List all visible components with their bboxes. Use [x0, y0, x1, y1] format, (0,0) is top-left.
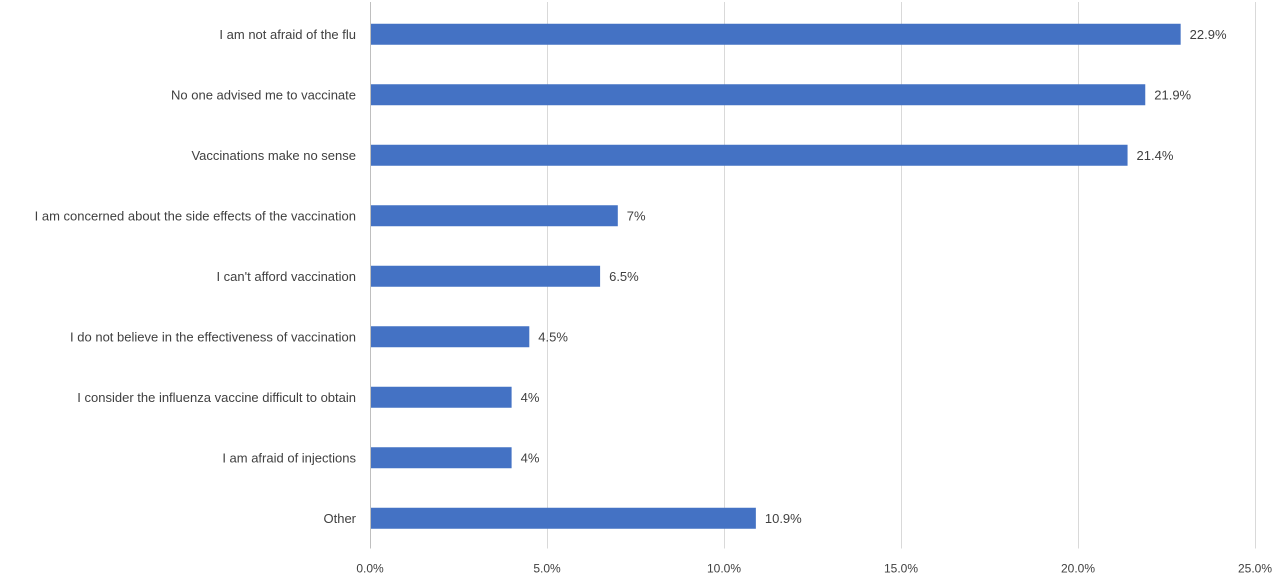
category-label: I am concerned about the side effects of…: [35, 208, 356, 223]
data-label: 4%: [521, 390, 540, 405]
bar: [371, 386, 512, 408]
x-tick-label: 20.0%: [1061, 562, 1095, 576]
category-label: Vaccinations make no sense: [191, 148, 356, 163]
category-label: I am afraid of injections: [222, 450, 356, 465]
x-tick-label: 5.0%: [533, 562, 561, 576]
bar: [371, 326, 530, 348]
data-label: 7%: [627, 208, 646, 223]
category-labels: I am not afraid of the flu No one advised…: [35, 27, 357, 526]
category-label: I consider the influenza vaccine difficu…: [77, 390, 356, 405]
x-tick-label: 25.0%: [1238, 562, 1272, 576]
data-label: 4.5%: [538, 329, 568, 344]
x-tick-label: 10.0%: [707, 562, 741, 576]
category-label: I can't afford vaccination: [216, 269, 356, 284]
bar: [371, 205, 618, 227]
data-label: 4%: [521, 450, 540, 465]
data-label: 6.5%: [609, 269, 639, 284]
category-label: I do not believe in the effectiveness of…: [70, 329, 356, 344]
x-axis-tick-labels: 0.0% 5.0% 10.0% 15.0% 20.0% 25.0%: [356, 562, 1272, 576]
bar: [371, 265, 601, 287]
bar: [371, 84, 1146, 106]
bar: [371, 507, 756, 529]
bars: [371, 23, 1181, 529]
category-label: No one advised me to vaccinate: [171, 87, 356, 102]
data-label: 10.9%: [765, 511, 802, 526]
bar: [371, 144, 1128, 166]
value-labels: 22.9% 21.9% 21.4% 7% 6.5% 4.5% 4% 4% 10.9%: [521, 27, 1227, 526]
bar: [371, 447, 512, 469]
category-label: I am not afraid of the flu: [219, 27, 356, 42]
category-label: Other: [323, 511, 356, 526]
data-label: 21.9%: [1154, 87, 1191, 102]
x-tick-label: 15.0%: [884, 562, 918, 576]
data-label: 21.4%: [1137, 148, 1174, 163]
data-label: 22.9%: [1190, 27, 1227, 42]
bar: [371, 23, 1181, 45]
x-tick-label: 0.0%: [356, 562, 384, 576]
